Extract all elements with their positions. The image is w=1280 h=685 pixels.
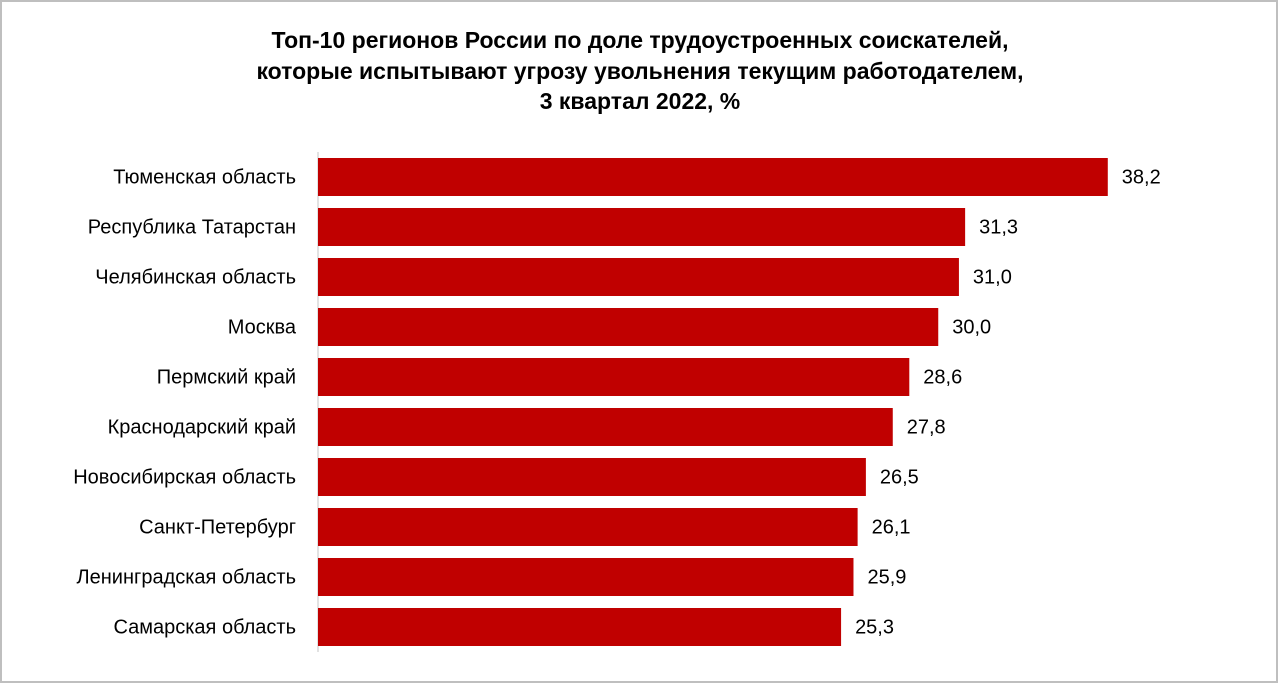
y-tick-label: Краснодарский край [108, 416, 296, 438]
chart-title: Топ-10 регионов России по доле трудоустр… [271, 27, 1008, 53]
y-tick-label: Пермский край [157, 366, 296, 388]
y-tick-label: Тюменская область [113, 166, 296, 188]
value-label: 31,0 [973, 266, 1012, 288]
y-tick-label: Санкт-Петербург [139, 516, 296, 538]
y-tick-label: Челябинская область [95, 266, 296, 288]
bar [318, 508, 858, 546]
bar [318, 158, 1108, 196]
value-label: 27,8 [907, 416, 946, 438]
value-label: 30,0 [952, 316, 991, 338]
y-tick-label: Ленинградская область [77, 566, 296, 588]
bar [318, 308, 939, 346]
bar [318, 258, 959, 296]
chart-title: 3 квартал 2022, % [540, 88, 741, 114]
value-label: 25,9 [867, 566, 906, 588]
y-tick-label: Москва [228, 316, 297, 338]
value-label: 26,1 [872, 516, 911, 538]
chart-title: которые испытывают угрозу увольнения тек… [256, 58, 1023, 84]
bar [318, 608, 842, 646]
value-label: 38,2 [1122, 166, 1161, 188]
bar [318, 408, 893, 446]
bar [318, 458, 866, 496]
value-label: 31,3 [979, 216, 1018, 238]
y-tick-label: Республика Татарстан [88, 216, 296, 238]
y-tick-label: Самарская область [113, 616, 296, 638]
y-tick-label: Новосибирская область [73, 466, 296, 488]
bar [318, 208, 966, 246]
bar [318, 358, 910, 396]
value-label: 28,6 [923, 366, 962, 388]
value-label: 26,5 [880, 466, 919, 488]
bar [318, 558, 854, 596]
value-label: 25,3 [855, 616, 894, 638]
